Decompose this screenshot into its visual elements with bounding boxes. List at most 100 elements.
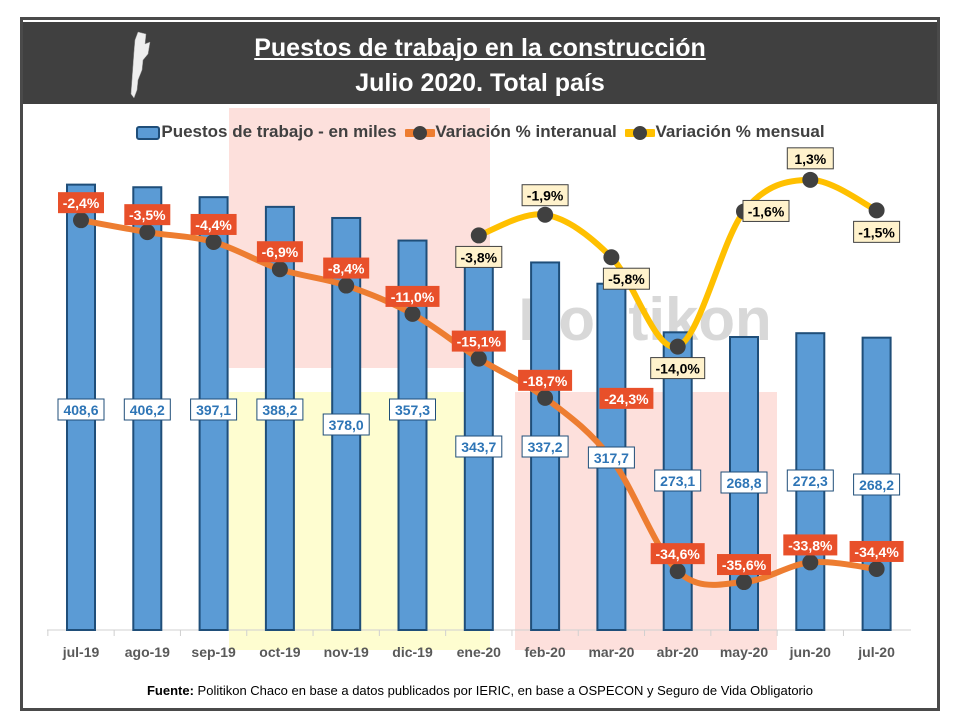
x-tick-label: jul-19 [62, 644, 100, 660]
interanual-value-label-box [190, 213, 237, 235]
bar-value-label-box [654, 469, 702, 492]
bar-value-label: 408,6 [63, 402, 98, 418]
x-tick-label: nov-19 [324, 644, 369, 660]
data-point [470, 227, 487, 244]
x-tick-label: ago-19 [125, 644, 170, 660]
mensual-value-label-box [650, 357, 706, 380]
interanual-value-label: -6,9% [262, 244, 299, 260]
bar-value-label: 343,7 [461, 439, 496, 455]
bar-value-label: 388,2 [262, 402, 297, 418]
interanual-value-label-box [385, 285, 440, 307]
data-point [802, 554, 819, 571]
x-tick-label: jul-20 [857, 644, 895, 660]
x-tick-label: mar-20 [588, 644, 634, 660]
interanual-value-label: -15,1% [457, 334, 502, 350]
interanual-value-label: -33,8% [788, 537, 833, 553]
bar-value-label-box [521, 435, 569, 458]
data-point [669, 338, 686, 355]
bar-value-label: 317,7 [594, 450, 629, 466]
bar-value-label: 337,2 [528, 439, 563, 455]
bar-value-label: 268,2 [859, 477, 894, 493]
data-point [338, 277, 355, 294]
interanual-value-label-box [323, 257, 370, 279]
interanual-value-label-box [849, 540, 904, 562]
bar-value-label: 397,1 [196, 402, 231, 418]
bar-value-label-box [57, 398, 105, 421]
chart-title: Puestos de trabajo en la construcción [254, 34, 706, 62]
interanual-value-label: -8,4% [328, 261, 365, 277]
source-note: Fuente: Politikon Chaco en base a datos … [146, 683, 813, 698]
bar-value-label-box [853, 473, 901, 496]
legend-item-bars: Puestos de trabajo - en miles [135, 122, 397, 142]
mensual-value-label-box [602, 267, 650, 290]
legend: Puestos de trabajo - en miles Variación … [0, 122, 960, 142]
bar-value-label-box [190, 398, 238, 421]
interanual-value-label: -3,5% [129, 207, 166, 223]
legend-bar-swatch [136, 125, 161, 140]
bar-value-label-box [256, 398, 304, 421]
x-tick-label: sep-19 [191, 644, 236, 660]
mensual-value-label: -14,0% [656, 361, 701, 377]
data-point [736, 574, 752, 591]
mensual-value-label: -1,9% [527, 188, 564, 204]
data-point [73, 212, 89, 229]
data-point [868, 202, 885, 219]
bar-value-label-box [123, 398, 171, 421]
interanual-value-label: -18,7% [523, 373, 568, 389]
interanual-value-label: -2,4% [63, 195, 100, 211]
interanual-value-label: -11,0% [391, 289, 435, 305]
mensual-value-label: -1,6% [748, 203, 785, 219]
x-tick-label: jun-20 [789, 644, 831, 660]
chart-subtitle: Julio 2020. Total país [355, 69, 605, 97]
mensual-value-label-box [853, 220, 901, 243]
data-point [603, 249, 620, 266]
bar-value-label: 357,3 [395, 402, 430, 418]
mensual-value-label-box [742, 199, 790, 222]
data-point [139, 224, 156, 241]
data-point [537, 206, 554, 223]
mensual-value-label: 1,3% [794, 151, 826, 167]
x-tick-label: may-20 [720, 644, 768, 660]
interanual-value-label-box [256, 241, 303, 263]
x-tick-label: oct-19 [259, 644, 300, 660]
mensual-value-label-box [455, 245, 503, 268]
data-point [669, 563, 686, 580]
interanual-value-label: -34,6% [656, 546, 701, 562]
bar-value-label-box [720, 471, 768, 494]
x-tick-label: feb-20 [524, 644, 565, 660]
legend-line-swatch [403, 125, 438, 140]
interanual-value-label-box [650, 543, 705, 565]
mensual-value-label: -5,8% [608, 271, 645, 287]
x-tick-label: ene-20 [457, 644, 502, 660]
argentina-map-icon [130, 31, 151, 99]
mensual-value-label: -3,8% [461, 249, 498, 265]
interanual-value-label: -4,4% [195, 217, 232, 233]
data-point [802, 171, 819, 188]
data-point [404, 305, 421, 322]
interanual-value-label-box [783, 534, 838, 556]
data-point [271, 261, 288, 278]
interanual-value-label: -35,6% [722, 557, 767, 573]
mensual-value-label-box [521, 184, 569, 207]
bar-value-label: 378,0 [329, 417, 364, 433]
interanual-value-label-box [599, 387, 654, 409]
interanual-value-label-box [717, 554, 771, 576]
bar-value-label-box [455, 435, 503, 458]
chart-header: Puestos de trabajo en la construcción Ju… [23, 20, 937, 104]
bar-value-label-box [587, 446, 635, 469]
bar-value-label: 268,8 [726, 475, 761, 491]
data-point [470, 350, 487, 367]
bar-value-label: 272,3 [793, 473, 828, 489]
interanual-value-label: -34,4% [854, 544, 899, 560]
legend-item-interanual: Variación % interanual [403, 122, 617, 142]
interanual-value-label-box [58, 192, 104, 214]
bar-value-label: 406,2 [130, 402, 165, 418]
interanual-value-label-box [518, 369, 573, 391]
x-tick-label: abr-20 [657, 644, 699, 660]
x-tick-label: dic-19 [392, 644, 433, 660]
bar-value-label-box [786, 469, 834, 492]
interanual-value-label-box [124, 204, 171, 226]
mensual-value-label: -1,5% [858, 224, 895, 240]
legend-item-mensual: Variación % mensual [623, 122, 825, 142]
